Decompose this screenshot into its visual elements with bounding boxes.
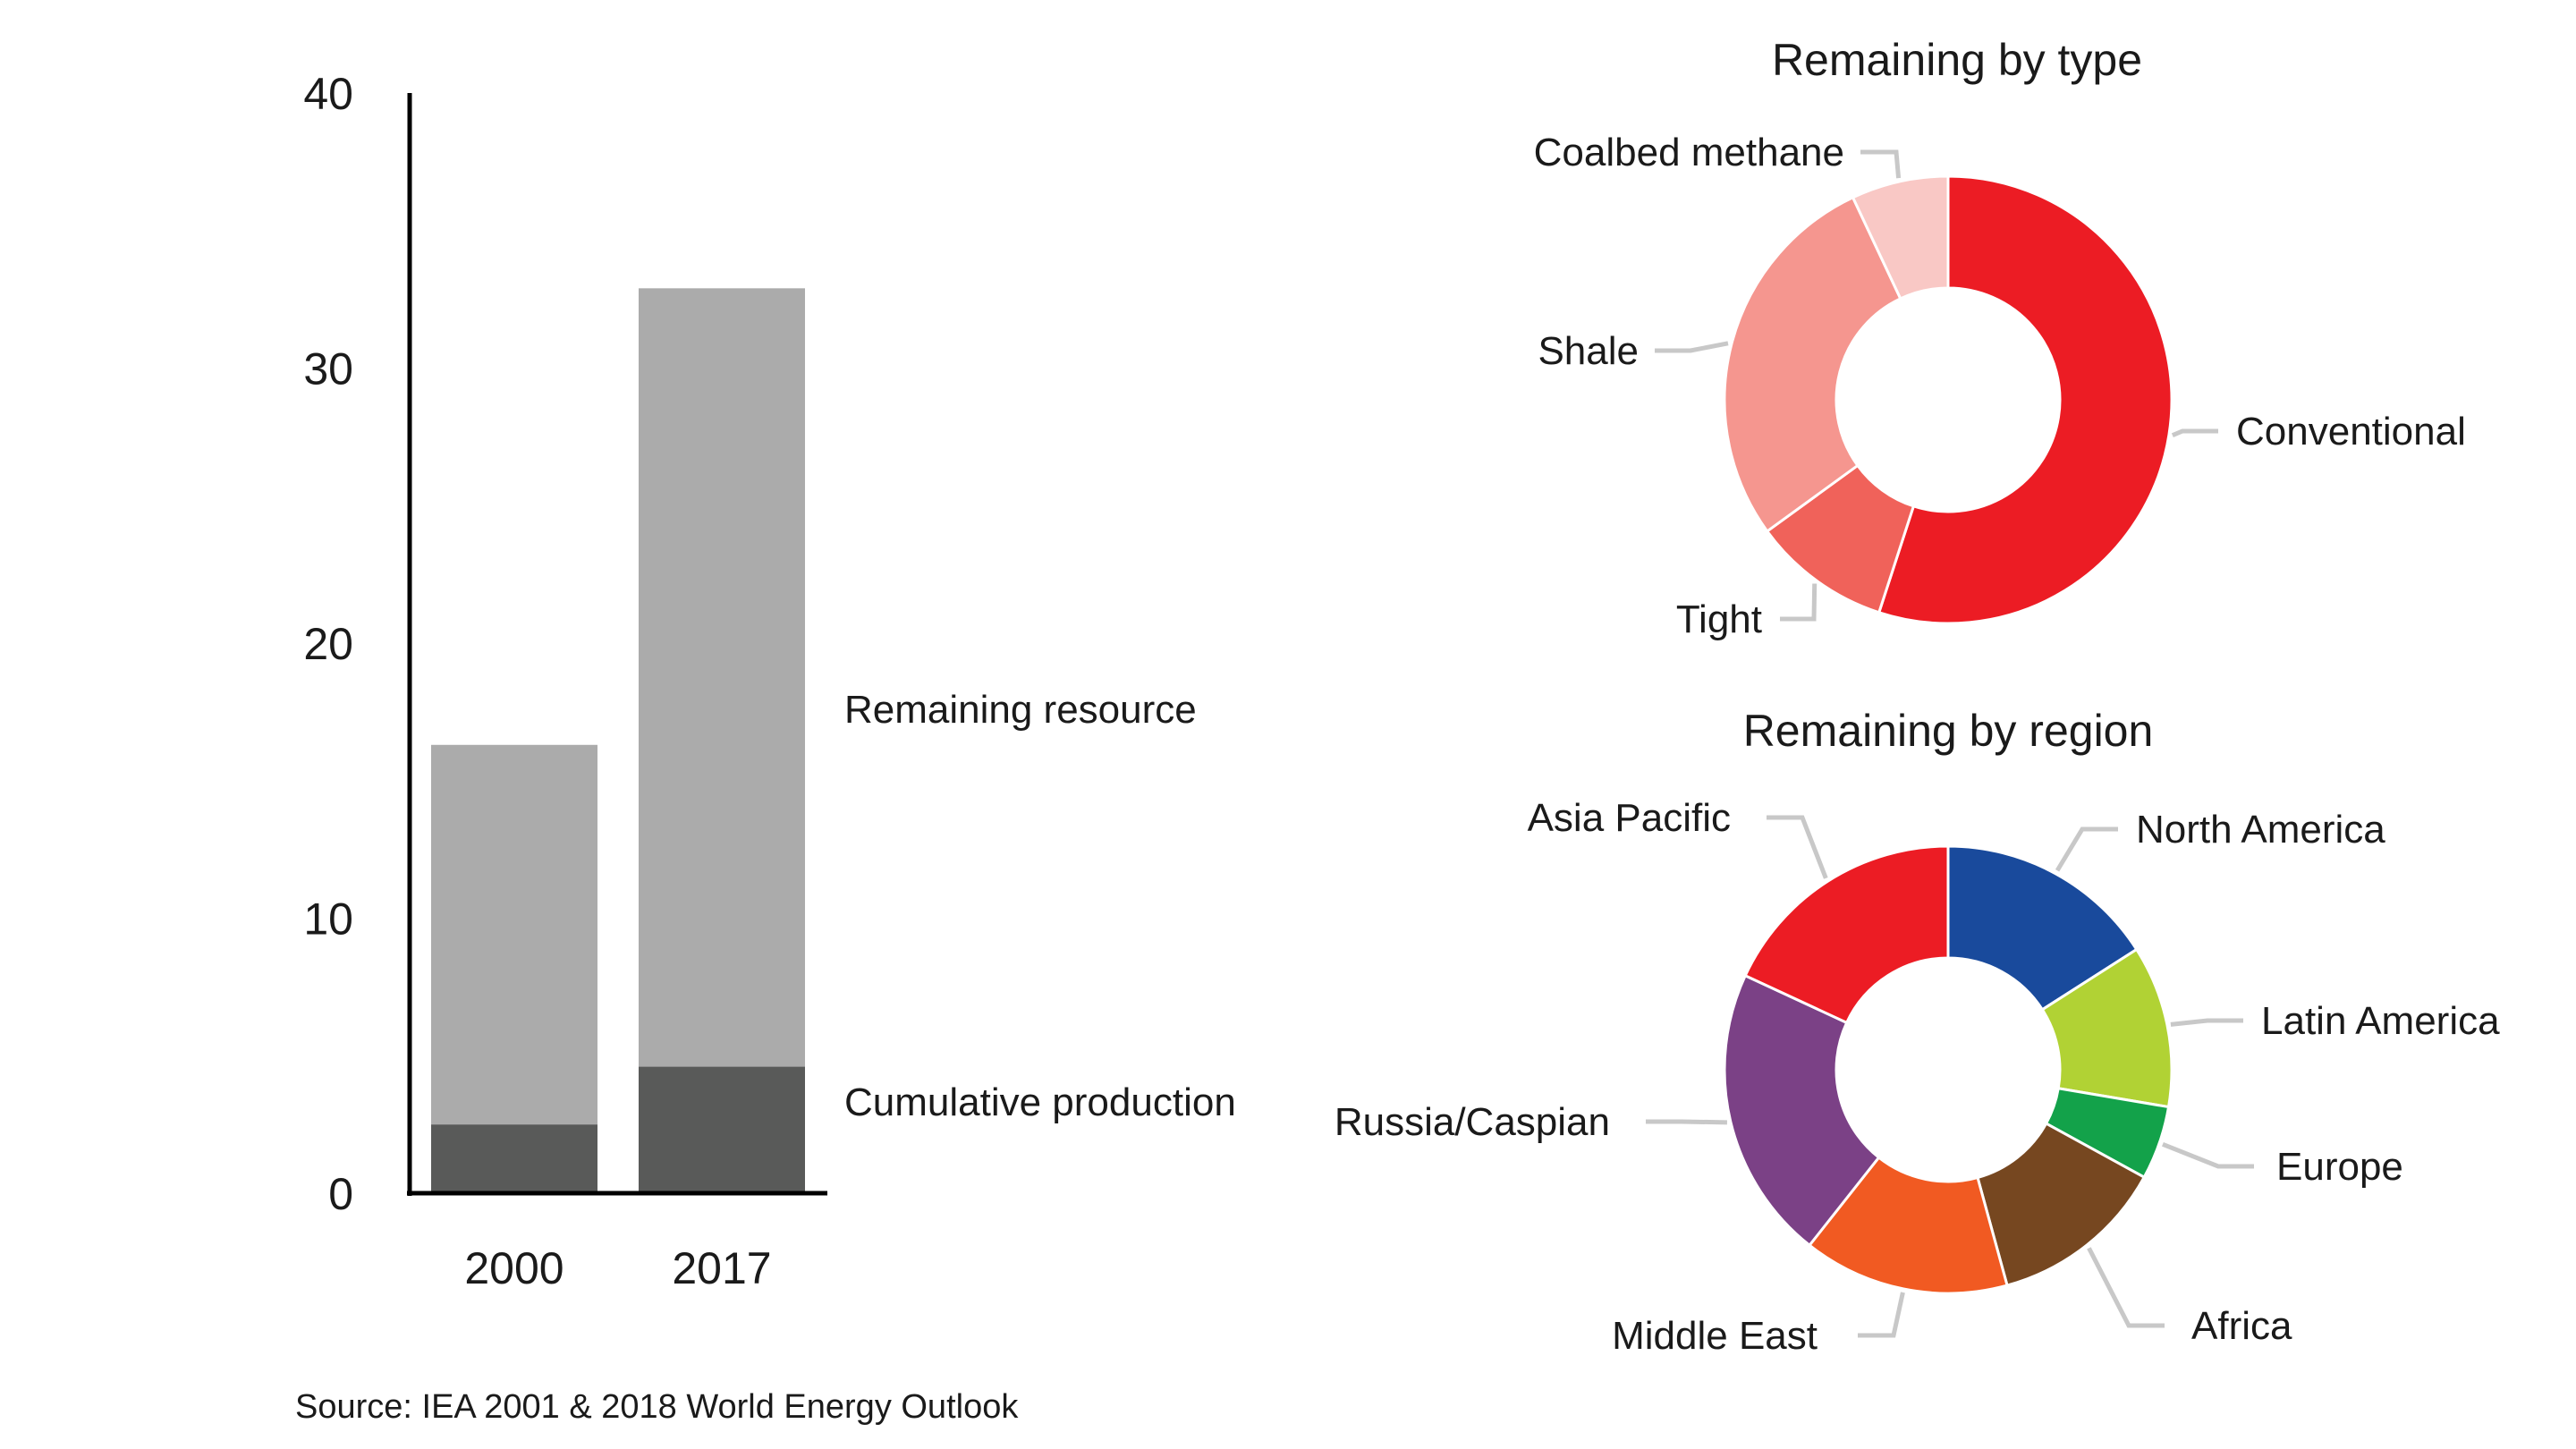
leader-line-africa: [2087, 1247, 2165, 1328]
leader-line-north-america: [2055, 826, 2118, 872]
slice-label-coalbed-methane: Coalbed methane: [1534, 131, 1844, 174]
donut-by-region-slices: [1723, 844, 2174, 1295]
leader-line-middle-east: [1858, 1292, 1905, 1338]
bar-stacks: [431, 288, 805, 1193]
leader-line-russia-caspian: [1646, 1119, 1727, 1125]
slice-shale: [1723, 195, 1902, 534]
slice-label-middle-east: Middle East: [1612, 1314, 1818, 1358]
slice-africa: [1976, 1122, 2147, 1287]
y-tick-label: 20: [303, 619, 353, 669]
leader-line-latin-america: [2170, 1018, 2243, 1027]
slice-label-africa: Africa: [2191, 1304, 2292, 1348]
series-label-remaining-resource: Remaining resource: [844, 688, 1197, 732]
leader-line-shale: [1655, 341, 1729, 353]
slice-label-shale: Shale: [1538, 329, 1639, 373]
bar-chart: 0 10 20 30 40 2000 2017 Cumulative production…: [303, 69, 1235, 1293]
slice-asia-pacific: [1743, 844, 1950, 1025]
donut-by-type-slices: [1723, 174, 2174, 625]
donut-by-type-title: Remaining by type: [1772, 35, 2142, 85]
leader-line-asia-pacific: [1767, 815, 1828, 879]
donut-by-region-labels: North America Latin America Europe Africa Mi…: [1335, 796, 2500, 1358]
x-tick-label: 2017: [672, 1243, 771, 1293]
slice-label-tight: Tight: [1676, 597, 1762, 641]
bar-remaining-resource-2000: [431, 744, 597, 1125]
donut-by-type: Remaining by type Conventional Tight Shale…: [1534, 35, 2466, 641]
y-tick-label: 0: [328, 1169, 353, 1219]
series-label-cumulative-production: Cumulative production: [844, 1080, 1236, 1124]
donut-by-region: Remaining by region North America Latin A…: [1335, 706, 2500, 1358]
slice-conventional: [1877, 174, 2174, 625]
leader-line-tight: [1780, 583, 1818, 622]
x-axis-labels: 2000 2017: [464, 1243, 771, 1293]
slice-north-america: [1946, 844, 2139, 1012]
slice-label-north-america: North America: [2136, 808, 2385, 852]
series-labels: Cumulative production Remaining resource: [844, 688, 1236, 1124]
slice-label-russia-caspian: Russia/Caspian: [1335, 1100, 1610, 1144]
y-axis-ticks: 0 10 20 30 40: [303, 69, 353, 1219]
slice-label-latin-america: Latin America: [2261, 999, 2500, 1043]
slice-russia-caspian: [1723, 973, 1881, 1248]
x-tick-label: 2000: [464, 1243, 564, 1293]
slice-coalbed-methane: [1851, 174, 1950, 301]
y-tick-label: 30: [303, 344, 353, 394]
donut-by-region-title: Remaining by region: [1743, 706, 2154, 756]
donut-by-type-labels: Conventional Tight Shale Coalbed methane: [1534, 131, 2466, 641]
bar-remaining-resource-2017: [639, 288, 805, 1067]
bar-cumulative-production-2000: [431, 1124, 597, 1193]
leader-line-conventional: [2171, 428, 2218, 438]
y-tick-label: 40: [303, 69, 353, 119]
slice-label-europe: Europe: [2276, 1145, 2403, 1189]
source-note: Source: IEA 2001 & 2018 World Energy Out…: [295, 1388, 1019, 1426]
slice-middle-east: [1807, 1155, 2009, 1295]
bar-cumulative-production-2017: [639, 1066, 805, 1193]
leader-line-coalbed-methane: [1860, 149, 1902, 179]
slice-label-asia-pacific: Asia Pacific: [1528, 796, 1731, 840]
slice-label-conventional: Conventional: [2236, 410, 2466, 453]
leader-line-europe: [2162, 1141, 2254, 1169]
y-tick-label: 10: [303, 894, 353, 945]
